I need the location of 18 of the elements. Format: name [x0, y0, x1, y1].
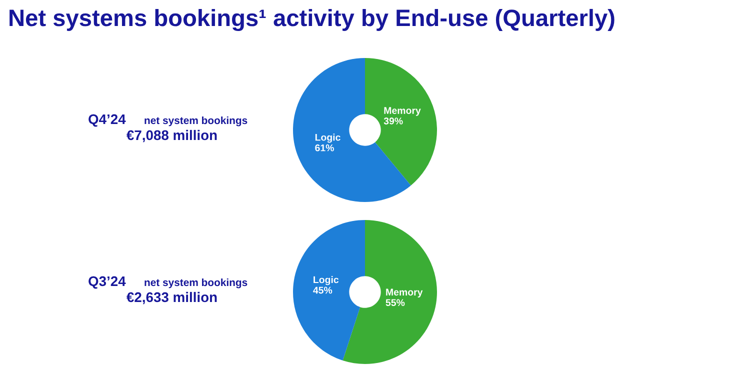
- text: €2,633 million: [126, 292, 217, 304]
- slice-label: Logic: [314, 276, 339, 286]
- donut-slice: [293, 220, 365, 360]
- donut-slice: [342, 220, 437, 364]
- text: Q3’24: [88, 276, 126, 289]
- data-label: 45%: [313, 286, 332, 294]
- slice-label: Logic: [315, 134, 340, 143]
- data-label: 39%: [384, 118, 403, 124]
- data-label: 61%: [315, 144, 334, 152]
- text: net system bookings: [144, 278, 248, 288]
- slice-label: Memory: [384, 107, 421, 116]
- data-label: 55%: [386, 299, 405, 306]
- slice-label: Memory: [386, 288, 423, 298]
- text: Net systems bookings¹ activity by End-use (Quarterly): [10, 8, 614, 32]
- text: €7,088 million: [126, 130, 217, 142]
- text: net system bookings: [144, 116, 248, 126]
- text: Q4’24: [88, 114, 126, 127]
- donut-slice: [365, 58, 437, 186]
